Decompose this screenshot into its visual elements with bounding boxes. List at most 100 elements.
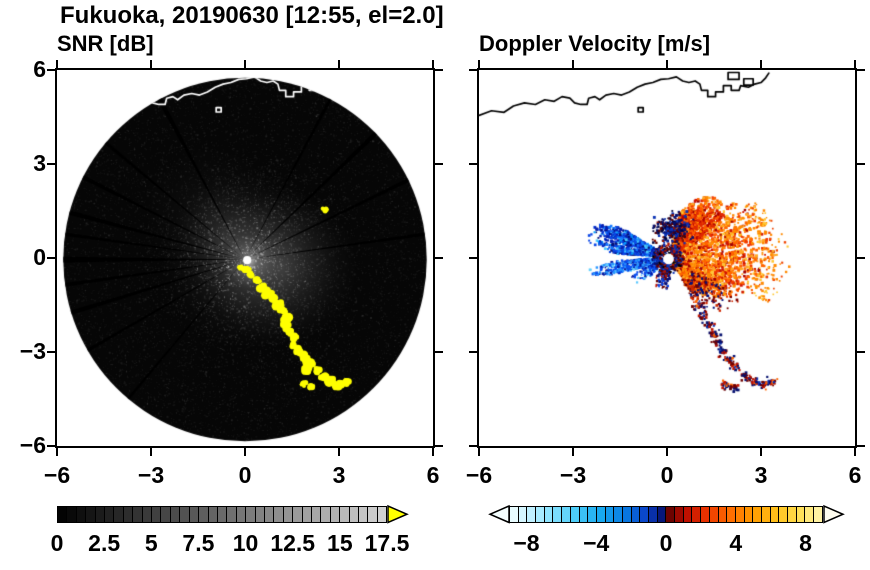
snr-colorbar-cell — [217, 507, 228, 522]
velocity-colorbar-under-arrow — [488, 504, 510, 524]
axis-tick — [857, 163, 865, 165]
velocity-colorbar-over-arrow — [823, 504, 845, 524]
velocity-colorbar-cell — [510, 507, 519, 522]
y-tick-label: 3 — [33, 150, 46, 176]
x-tick-label: 0 — [660, 462, 674, 488]
axis-tick — [857, 257, 865, 259]
y-tick-label: 0 — [33, 244, 46, 270]
snr-colorbar-over-arrow — [387, 504, 409, 524]
axis-tick — [56, 60, 58, 68]
velocity-colorbar-cell — [805, 507, 815, 522]
velocity-colorbar-cell — [701, 507, 710, 522]
velocity-colorbar-cell — [770, 507, 780, 522]
velocity-colorbar-cell — [709, 507, 719, 522]
snr-ppi-canvas — [57, 70, 433, 446]
velocity-colorbar-cell — [666, 507, 676, 522]
snr-colorbar-cell — [123, 507, 134, 522]
velocity-colorbar-cell — [640, 507, 649, 522]
velocity-colorbar-cell — [675, 507, 684, 522]
snr-colorbar-cell — [133, 507, 143, 522]
axis-tick — [857, 69, 865, 71]
snr-colorbar-cell — [321, 507, 331, 522]
snr-colorbar-cell — [349, 507, 359, 522]
snr-colorbar-cell — [208, 507, 218, 522]
axis-tick — [435, 445, 443, 447]
axis-tick — [666, 60, 668, 68]
velocity-colorbar-cell — [622, 507, 632, 522]
snr-colorbar-cell — [161, 507, 171, 522]
snr-colorbar — [57, 506, 387, 523]
axis-tick — [760, 60, 762, 68]
snr-colorbar-cell — [170, 507, 181, 522]
axis-tick — [432, 448, 434, 456]
axis-tick — [150, 60, 152, 68]
snr-colorbar-cell — [311, 507, 322, 522]
figure-title: Fukuoka, 20190630 [12:55, el=2.0] — [60, 2, 444, 29]
axis-tick — [244, 448, 246, 456]
axis-tick — [435, 257, 443, 259]
velocity-colorbar-cell — [683, 507, 693, 522]
snr-colorbar-cell — [199, 507, 209, 522]
axis-tick — [47, 445, 55, 447]
velocity-colorbar-cell — [718, 507, 728, 522]
x-tick-label: −6 — [43, 462, 71, 488]
axis-tick — [572, 60, 574, 68]
axis-tick — [857, 445, 865, 447]
velocity-panel-title: Doppler Velocity [m/s] — [479, 31, 711, 56]
axis-tick — [338, 60, 340, 68]
snr-colorbar-cell — [255, 507, 265, 522]
x-tick-label: −3 — [137, 462, 165, 488]
velocity-colorbar-cell — [649, 507, 658, 522]
velocity-colorbar-cell — [536, 507, 545, 522]
snr-colorbar-tick-label: 10 — [232, 530, 259, 556]
snr-colorbar-tick-label: 2.5 — [88, 530, 121, 556]
velocity-colorbar-cell — [727, 507, 736, 522]
velocity-colorbar-cell — [631, 507, 641, 522]
x-tick-label: 3 — [754, 462, 768, 488]
axis-tick — [47, 257, 55, 259]
snr-colorbar-tick-label: 5 — [144, 530, 158, 556]
velocity-colorbar-cell — [796, 507, 806, 522]
velocity-colorbar-cell — [744, 507, 754, 522]
axis-tick — [47, 351, 55, 353]
snr-colorbar-cell — [189, 507, 200, 522]
snr-colorbar-cell — [359, 507, 369, 522]
axis-tick — [469, 69, 477, 71]
snr-colorbar-cell — [274, 507, 284, 522]
snr-colorbar-tick-label: 17.5 — [364, 530, 410, 556]
velocity-colorbar-cell — [544, 507, 554, 522]
snr-colorbar-cell — [377, 507, 387, 522]
axis-tick — [435, 351, 443, 353]
snr-colorbar-cell — [293, 507, 303, 522]
axis-tick — [244, 60, 246, 68]
axis-tick — [47, 163, 55, 165]
snr-colorbar-cell — [227, 507, 237, 522]
velocity-colorbar-cell — [614, 507, 623, 522]
x-tick-label: 3 — [332, 462, 346, 488]
axis-tick — [666, 448, 668, 456]
velocity-colorbar-cell — [518, 507, 528, 522]
y-tick-label: −6 — [19, 432, 46, 458]
axis-tick — [338, 448, 340, 456]
snr-colorbar-cell — [330, 507, 341, 522]
snr-colorbar-cell — [368, 507, 378, 522]
velocity-colorbar-cell — [735, 507, 745, 522]
velocity-colorbar-cell — [753, 507, 762, 522]
snr-colorbar-cell — [152, 507, 162, 522]
axis-tick — [854, 448, 856, 456]
velocity-colorbar-cell — [562, 507, 571, 522]
x-tick-label: −3 — [559, 462, 587, 488]
snr-colorbar-tick-label: 12.5 — [270, 530, 316, 556]
axis-tick — [56, 448, 58, 456]
y-tick-label: 6 — [33, 56, 46, 82]
axis-tick — [47, 69, 55, 71]
velocity-colorbar-cell — [605, 507, 615, 522]
axis-tick — [469, 445, 477, 447]
axis-tick — [478, 448, 480, 456]
velocity-colorbar-cell — [579, 507, 589, 522]
snr-colorbar-cell — [264, 507, 275, 522]
snr-colorbar-cell — [142, 507, 153, 522]
velocity-colorbar-cell — [553, 507, 563, 522]
snr-colorbar-tick-label: 7.5 — [182, 530, 215, 556]
